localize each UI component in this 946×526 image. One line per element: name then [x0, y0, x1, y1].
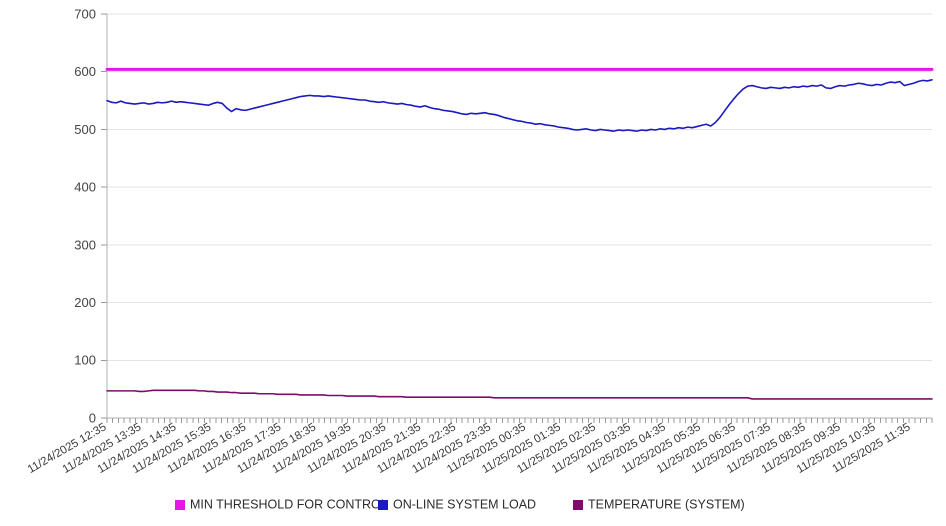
- y-tick-label-300: 300: [74, 237, 96, 252]
- legend-swatch-0: [175, 500, 185, 510]
- legend-label-2[interactable]: TEMPERATURE (SYSTEM): [588, 497, 745, 511]
- y-tick-label-600: 600: [74, 64, 96, 79]
- legend-swatch-1: [378, 500, 388, 510]
- y-tick-label-700: 700: [74, 6, 96, 21]
- data-series-group: [105, 67, 934, 400]
- legend-label-1[interactable]: ON-LINE SYSTEM LOAD: [393, 497, 536, 511]
- y-tick-label-100: 100: [74, 353, 96, 368]
- y-axis-ticks: [101, 13, 107, 419]
- x-axis-minor-ticks: [106, 418, 933, 423]
- y-tick-label-500: 500: [74, 122, 96, 137]
- legend-label-0[interactable]: MIN THRESHOLD FOR CONTROL: [190, 497, 388, 511]
- y-axis-tick-labels: 0 100 200 300 400 500 600 700: [74, 6, 96, 425]
- y-tick-label-0: 0: [89, 410, 96, 425]
- grid-lines: [107, 13, 932, 419]
- legend-swatch-2: [573, 500, 583, 510]
- series-line-temperature-system: [106, 389, 933, 400]
- series-line-on-line-system-load: [106, 78, 933, 132]
- y-tick-label-200: 200: [74, 295, 96, 310]
- y-tick-label-400: 400: [74, 180, 96, 195]
- chart-legend: MIN THRESHOLD FOR CONTROL ON-LINE SYSTEM …: [175, 497, 745, 511]
